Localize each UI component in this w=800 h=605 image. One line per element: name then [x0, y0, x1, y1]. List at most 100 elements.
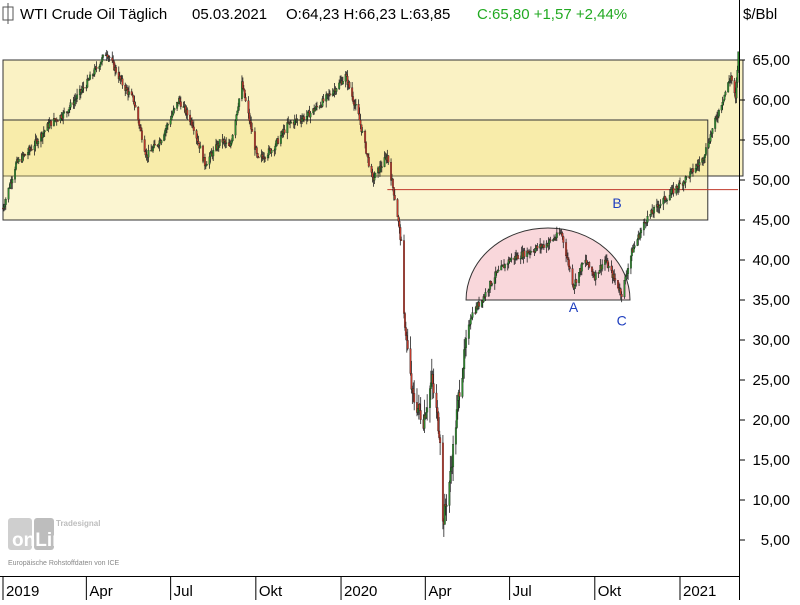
candle-body: [225, 142, 228, 144]
candle-body: [212, 149, 215, 157]
candle-body: [359, 120, 362, 125]
candle-body: [218, 139, 221, 146]
candle-body: [14, 169, 16, 180]
candle-body: [137, 107, 140, 121]
candle-body: [568, 266, 571, 269]
candle-body: [361, 130, 364, 133]
candle-body: [504, 264, 506, 269]
candle-body: [231, 134, 234, 141]
candle-body: [11, 179, 14, 184]
candle: [11, 176, 14, 190]
candle-body: [403, 240, 405, 314]
candle: [549, 236, 552, 243]
candle: [335, 87, 338, 95]
candle-body: [7, 187, 10, 200]
candle: [303, 113, 305, 123]
annotation-a: A: [569, 299, 579, 315]
candle: [108, 55, 111, 62]
candle-body: [121, 78, 124, 86]
candle: [56, 119, 59, 122]
x-tick-label: Apr: [428, 583, 451, 600]
candle-body: [659, 203, 662, 206]
candle-body: [296, 119, 299, 121]
candle-body: [279, 135, 282, 144]
candle: [536, 243, 539, 251]
candle: [393, 189, 396, 201]
candle: [309, 111, 312, 124]
candle-body: [465, 338, 468, 348]
candle-body: [264, 157, 267, 159]
candle: [711, 128, 714, 138]
candle-body: [400, 239, 403, 241]
candle-body: [63, 111, 66, 113]
candle-body: [160, 140, 163, 144]
candle-body: [30, 149, 33, 151]
candle-body: [497, 269, 500, 272]
candle: [458, 379, 461, 409]
candle: [257, 156, 260, 159]
candle-body: [238, 98, 241, 107]
y-tick-label: 10,00: [752, 492, 790, 509]
candles-layer: [2, 49, 740, 537]
x-tick-label: 2020: [344, 583, 377, 600]
candle: [737, 51, 740, 73]
candle-body: [640, 229, 643, 234]
candle-body: [186, 109, 189, 116]
candle: [328, 90, 331, 97]
y-tick-label: 40,00: [752, 252, 790, 269]
candle-body: [387, 155, 390, 163]
rounding-arc: [465, 227, 631, 301]
candle: [30, 144, 33, 151]
candle: [244, 93, 247, 103]
candle-body: [727, 82, 730, 93]
candle: [441, 434, 444, 530]
candle: [322, 93, 325, 103]
candle-body: [277, 138, 280, 144]
candle-body: [406, 340, 409, 349]
candle: [37, 138, 40, 149]
candle-body: [69, 102, 72, 108]
candle: [134, 101, 137, 108]
candle-body: [197, 141, 200, 144]
candle-body: [95, 66, 98, 69]
candle-body: [283, 129, 286, 134]
candle-body: [391, 178, 394, 188]
candle: [510, 253, 513, 263]
candle-body: [328, 93, 331, 96]
candle: [365, 141, 367, 155]
candle-body: [255, 147, 258, 154]
candle-body: [251, 129, 254, 132]
candle-body: [668, 194, 671, 201]
candle-body: [365, 142, 367, 154]
y-tick-label: 20,00: [752, 412, 790, 429]
logo-brand-top: Tradesignal: [56, 519, 100, 528]
y-tick-label: 60,00: [752, 92, 790, 109]
candle: [290, 120, 292, 124]
candle-body: [594, 272, 597, 280]
candle-body: [666, 199, 668, 202]
candle-body: [82, 87, 85, 89]
candle-body: [737, 51, 740, 71]
candle-body: [471, 312, 474, 318]
candle-body: [441, 442, 444, 522]
candle-body: [653, 207, 656, 214]
candle: [704, 143, 707, 157]
candle-body: [338, 82, 341, 89]
candle-body: [179, 101, 182, 107]
candle-body: [367, 157, 370, 167]
candle-body: [309, 112, 312, 118]
candle: [426, 394, 429, 421]
candle-body: [341, 81, 344, 85]
candle-body: [704, 147, 707, 155]
candle: [296, 118, 299, 126]
candle-body: [580, 263, 583, 272]
candle: [95, 61, 98, 73]
candle: [186, 107, 189, 121]
candle-body: [445, 505, 448, 507]
candle: [452, 435, 455, 481]
y-tick-label: 25,00: [752, 372, 790, 389]
x-tick-label: 2019: [6, 583, 39, 600]
candle: [653, 205, 656, 219]
